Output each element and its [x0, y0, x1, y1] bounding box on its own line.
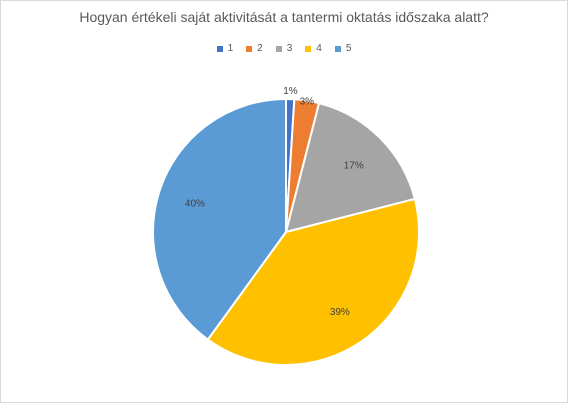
legend: 1 2 3 4 5: [1, 43, 567, 54]
legend-label-1: 1: [227, 43, 234, 54]
data-label-4: 39%: [330, 307, 350, 318]
pie-slice-5: [152, 97, 287, 341]
legend-item-5: 5: [334, 43, 352, 54]
pie-slice-3: [284, 101, 417, 234]
legend-swatch-5: [334, 45, 341, 52]
legend-item-2: 2: [246, 43, 263, 54]
data-label-1: 1%: [283, 86, 298, 97]
legend-label-3: 3: [286, 43, 293, 54]
legend-swatch-3: [275, 45, 282, 52]
legend-swatch-2: [246, 45, 253, 52]
legend-item-1: 1: [216, 43, 234, 54]
pie-slice-4: [206, 197, 420, 366]
chart-title: Hogyan értékeli saját aktivitását a tant…: [79, 9, 489, 25]
legend-item-4: 4: [305, 43, 322, 54]
legend-label-2: 2: [257, 43, 263, 54]
data-label-5: 40%: [185, 198, 205, 209]
legend-swatch-4: [305, 45, 312, 52]
data-label-3: 17%: [344, 160, 364, 171]
legend-swatch-1: [216, 45, 223, 52]
data-label-2: 3%: [300, 97, 315, 108]
legend-label-5: 5: [345, 43, 352, 54]
legend-label-4: 4: [316, 43, 322, 54]
legend-item-3: 3: [275, 43, 293, 54]
